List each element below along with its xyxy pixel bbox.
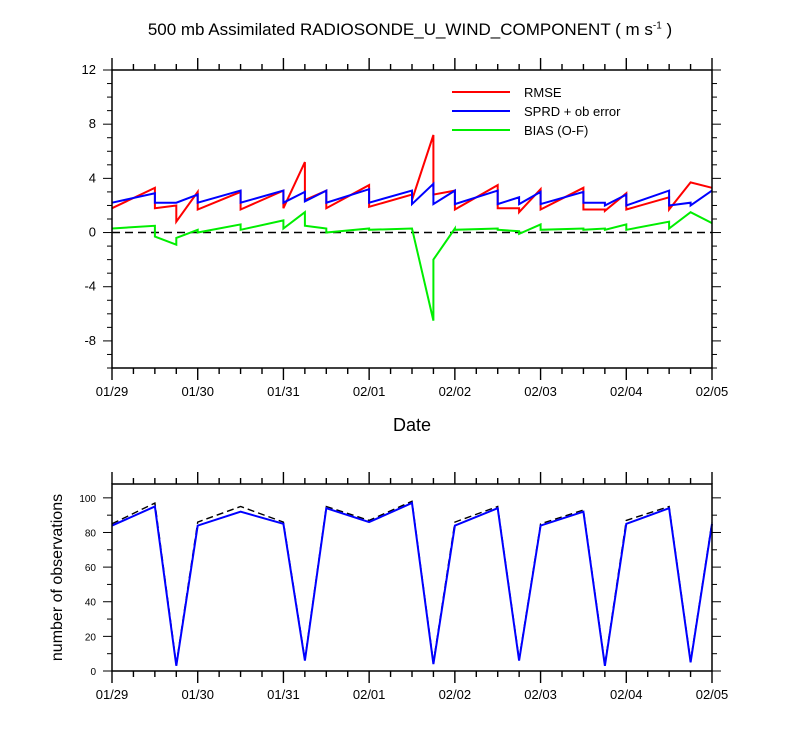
x-tick-label: 02/01 [353, 687, 386, 702]
legend-label: BIAS (O-F) [524, 123, 588, 138]
y-tick-label: 100 [79, 494, 96, 505]
x-tick-label: 02/05 [696, 687, 729, 702]
x-tick-label: 02/03 [524, 384, 557, 399]
plot-frame [111, 69, 713, 369]
x-tick-label: 01/31 [267, 687, 300, 702]
x-tick-label: 01/30 [181, 687, 214, 702]
rmse-spread-bias-chart: -8 -4 0 4 8 12 01/29 01/30 01/31 02/01 02/02 02/03 0… [82, 58, 729, 435]
x-tick-label: 01/31 [267, 384, 300, 399]
y-tick-label: 8 [89, 116, 96, 131]
chart-title: 500 mb Assimilated RADIOSONDE_U_WIND_COM… [0, 20, 800, 40]
chart-title-text: 500 mb Assimilated RADIOSONDE_U_WIND_COM… [147, 20, 653, 39]
x-tick-label: 02/05 [696, 384, 729, 399]
y-tick-label: 0 [90, 667, 96, 678]
y-tick-label: 80 [85, 528, 97, 539]
chart-title-close: ) [661, 20, 673, 39]
observation-count-chart: 0 20 40 60 80 100 01/29 01/30 01/31 02/01 02/02 02/… [49, 472, 729, 702]
series-line-bias-o-f [111, 210, 713, 321]
legend-label: RMSE [524, 85, 562, 100]
x-tick-label: 02/01 [353, 384, 386, 399]
series-line-series-1 [111, 501, 713, 666]
y-tick-label: 40 [85, 598, 97, 609]
x-tick-label: 02/02 [439, 384, 472, 399]
y-tick-label: 20 [85, 632, 97, 643]
x-tick-label: 02/02 [439, 687, 472, 702]
series-line-rmse [111, 134, 713, 225]
series-line-sprd-ob-error [111, 181, 713, 208]
x-tick-label: 02/04 [610, 687, 643, 702]
y-tick-label: 4 [89, 170, 96, 185]
x-tick-label: 01/30 [181, 384, 214, 399]
series-line-series-0 [111, 500, 713, 665]
chart-legend: RMSE SPRD + ob error BIAS (O-F) [452, 85, 621, 138]
y-tick-label: 60 [85, 563, 97, 574]
x-tick-label: 02/04 [610, 384, 643, 399]
chart-title-unit-exponent: -1 [652, 20, 662, 32]
y-tick-label: 0 [89, 225, 96, 240]
x-tick-label: 01/29 [96, 687, 129, 702]
y-tick-label: -4 [84, 279, 96, 294]
x-axis-label: Date [393, 415, 431, 435]
y-tick-label: 12 [82, 62, 96, 77]
x-tick-label: 02/03 [524, 687, 557, 702]
legend-label: SPRD + ob error [524, 104, 621, 119]
y-axis-label: number of observations [49, 494, 66, 661]
plot-frame [111, 483, 713, 672]
y-tick-label: -8 [84, 333, 96, 348]
x-tick-label: 01/29 [96, 384, 129, 399]
